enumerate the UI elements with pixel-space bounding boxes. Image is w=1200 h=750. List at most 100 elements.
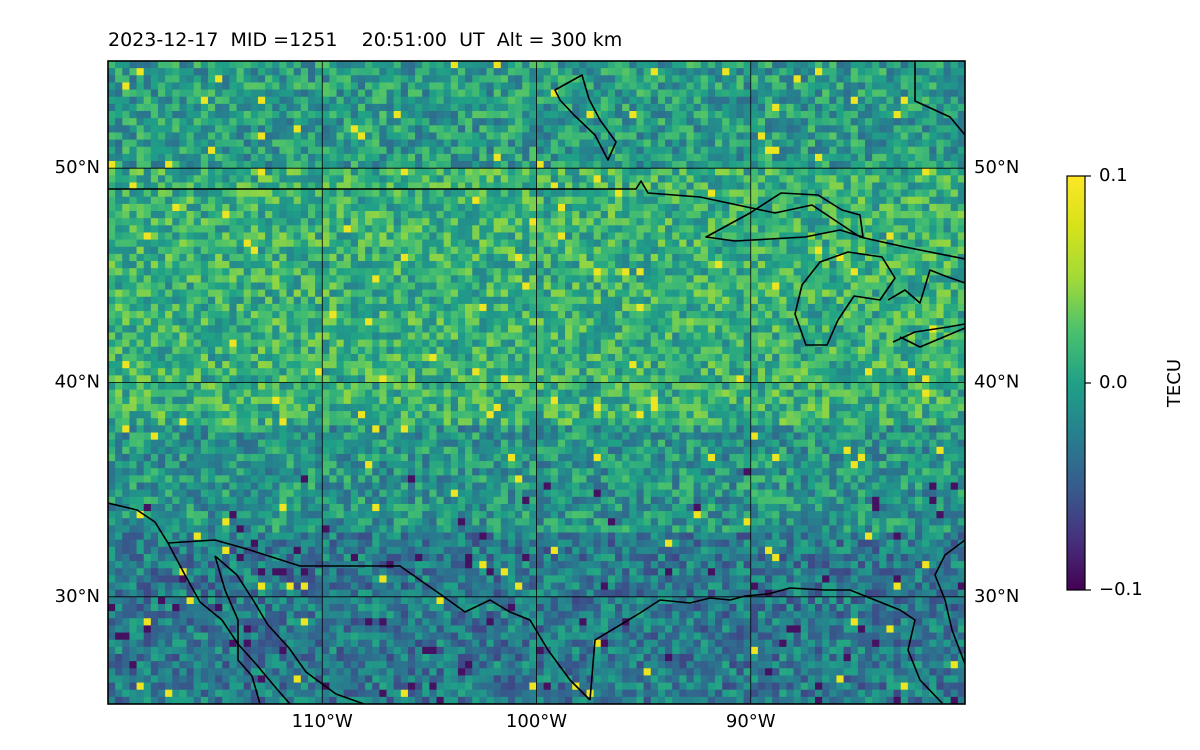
tec-pixel	[108, 353, 116, 362]
tec-pixel	[436, 282, 445, 291]
tec-pixel	[850, 261, 859, 269]
tec-pixel	[386, 289, 395, 298]
tec-pixel	[379, 311, 388, 319]
tec-pixel	[515, 211, 523, 219]
tec-pixel	[515, 218, 523, 226]
tec-pixel	[386, 346, 395, 355]
tec-pixel	[186, 96, 195, 105]
tec-pixel	[286, 332, 295, 341]
tec-pixel	[157, 232, 166, 241]
tec-pixel	[657, 289, 666, 298]
tec-pixel	[829, 289, 838, 298]
tec-pixel	[279, 96, 288, 105]
tec-pixel	[543, 261, 552, 269]
tec-pixel	[436, 225, 445, 234]
tec-pixel	[443, 346, 452, 355]
tec-pixel	[450, 318, 459, 326]
tec-pixel	[457, 325, 466, 334]
tec-pixel	[615, 203, 623, 212]
tec-pixel	[900, 225, 909, 234]
tec-pixel	[429, 168, 438, 176]
tec-pixel	[943, 111, 952, 119]
tec-pixel	[400, 218, 409, 226]
tec-pixel	[872, 153, 880, 162]
tec-pixel	[172, 182, 181, 191]
tec-pixel	[629, 339, 638, 348]
tec-pixel	[565, 332, 573, 341]
tec-pixel	[929, 175, 938, 184]
tec-pixel	[707, 168, 716, 176]
tec-pixel	[743, 218, 752, 226]
tec-pixel	[593, 132, 602, 141]
tec-pixel	[115, 239, 123, 248]
tec-pixel	[686, 146, 695, 155]
tec-pixel	[607, 125, 616, 134]
tec-pixel	[707, 289, 716, 298]
tec-pixel	[236, 239, 245, 248]
tec-pixel	[657, 346, 666, 355]
tec-pixel	[250, 318, 259, 326]
tec-pixel	[522, 82, 530, 91]
tec-pixel	[293, 339, 302, 348]
tec-pixel	[350, 211, 359, 219]
tec-pixel	[136, 239, 145, 248]
tec-pixel	[429, 182, 438, 191]
tec-pixel	[529, 146, 538, 155]
tec-pixel	[365, 196, 373, 205]
tec-pixel	[700, 346, 709, 355]
tec-pixel	[315, 196, 323, 205]
tec-pixel	[150, 175, 159, 184]
tec-pixel	[829, 303, 838, 312]
tec-pixel	[115, 118, 123, 126]
tec-pixel	[329, 296, 338, 305]
tec-pixel	[922, 325, 930, 334]
tec-pixel	[486, 282, 495, 291]
tec-pixel	[765, 96, 773, 105]
tec-pixel	[515, 182, 523, 191]
tec-pixel	[865, 239, 873, 248]
tec-pixel	[686, 318, 695, 326]
tec-pixel	[515, 353, 523, 362]
tec-pixel	[172, 118, 181, 126]
tec-pixel	[736, 175, 745, 184]
tec-pixel	[307, 325, 316, 334]
tec-pixel	[322, 211, 330, 219]
tec-pixel	[200, 161, 209, 169]
title-date: 2023-12-17	[108, 29, 219, 51]
tec-pixel	[507, 318, 516, 326]
tec-pixel	[936, 332, 945, 341]
tec-pixel	[429, 175, 438, 184]
tec-pixel	[272, 196, 280, 205]
tec-pixel	[436, 196, 445, 205]
tec-pixel	[422, 96, 430, 105]
tec-pixel	[372, 218, 380, 226]
tec-pixel	[407, 75, 416, 84]
tec-pixel	[865, 189, 873, 198]
tec-pixel	[550, 161, 559, 169]
tec-pixel	[900, 139, 909, 148]
tec-pixel	[386, 132, 395, 141]
tec-pixel	[822, 282, 830, 291]
tec-pixel	[179, 75, 188, 84]
tec-pixel	[672, 239, 680, 248]
tec-pixel	[757, 168, 766, 176]
tec-pixel	[300, 346, 309, 355]
tec-pixel	[357, 189, 366, 198]
tec-pixel	[943, 89, 952, 98]
tec-pixel	[129, 146, 138, 155]
tec-pixel	[872, 132, 880, 141]
tec-pixel	[300, 175, 309, 184]
tec-pixel	[122, 268, 131, 276]
tec-pixel	[179, 189, 188, 198]
tec-pixel	[657, 161, 666, 169]
tec-pixel	[700, 82, 709, 91]
tec-pixel	[665, 125, 673, 134]
tec-pixel	[472, 289, 480, 298]
tec-pixel	[543, 311, 552, 319]
tec-pixel	[650, 282, 659, 291]
tec-pixel	[393, 282, 402, 291]
tec-pixel	[693, 318, 702, 326]
tec-pixel	[307, 61, 316, 69]
tec-pixel	[222, 196, 231, 205]
tec-pixel	[407, 61, 416, 69]
